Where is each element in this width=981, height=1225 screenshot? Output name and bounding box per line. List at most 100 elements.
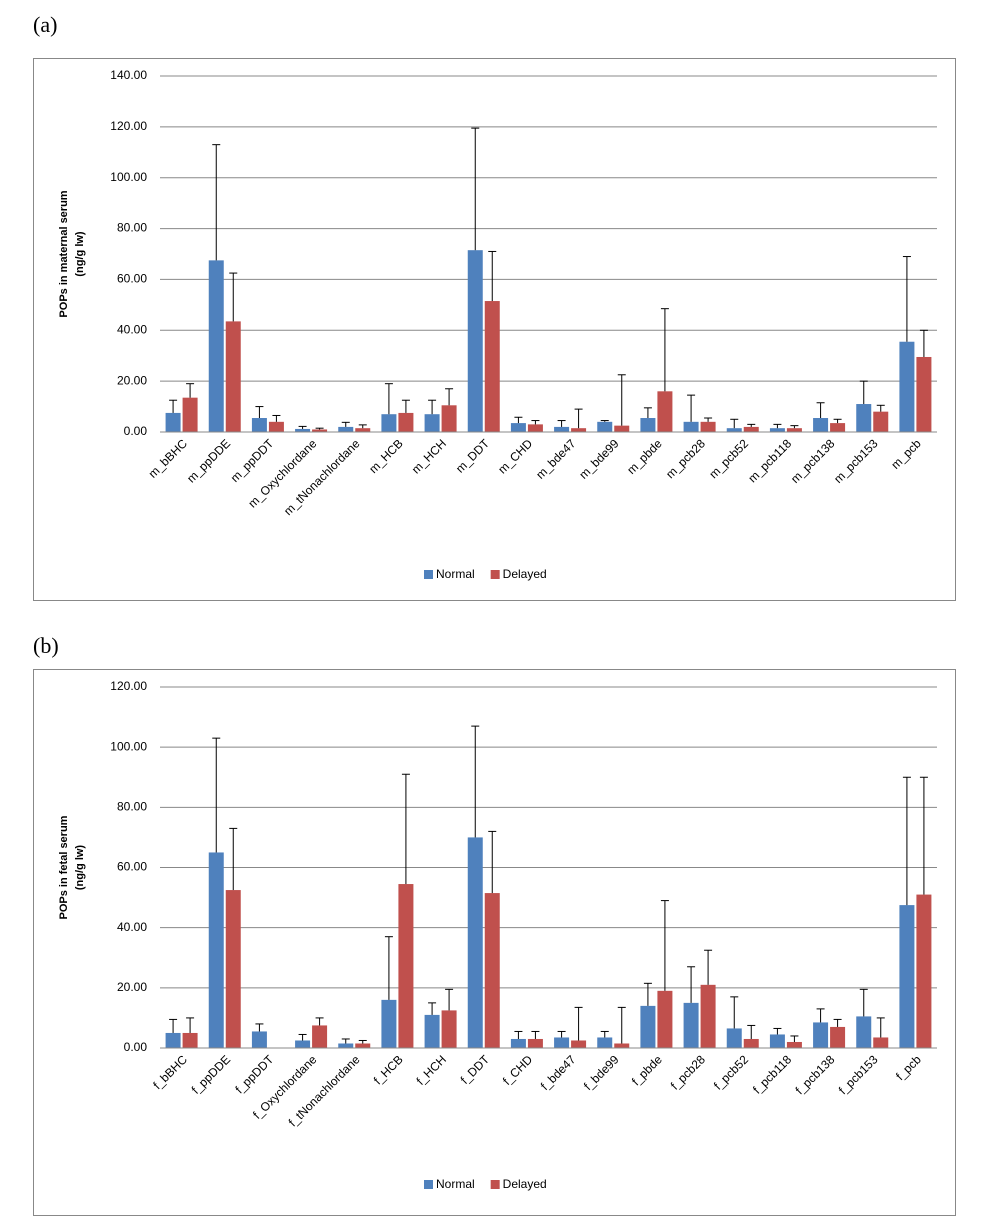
x-tick-label: m_DDT — [453, 436, 493, 476]
bar — [165, 412, 181, 432]
bar — [554, 426, 570, 432]
error-bar — [488, 250, 497, 302]
error-bar — [384, 383, 393, 415]
bar — [769, 1034, 785, 1048]
error-bar — [833, 418, 842, 424]
error-bar — [773, 1027, 782, 1035]
bar — [683, 421, 699, 432]
bar — [338, 1043, 354, 1048]
error-bar — [401, 399, 410, 413]
x-tick-label: m_pcb52 — [706, 436, 751, 481]
error-bar — [902, 776, 911, 906]
error-bar — [341, 421, 350, 427]
x-tick-label: f_DDT — [458, 1052, 493, 1087]
error-bar — [704, 949, 713, 985]
error-bar — [833, 1018, 842, 1027]
error-bar — [445, 988, 454, 1011]
bar — [554, 1037, 570, 1048]
x-tick-label: m_bde99 — [576, 436, 622, 482]
bar — [899, 341, 915, 432]
bar — [916, 356, 932, 432]
y-tick-label: 0.00 — [124, 424, 148, 438]
bar — [295, 1040, 311, 1048]
error-bar — [600, 420, 609, 422]
bar — [527, 424, 543, 432]
y-tick-label: 40.00 — [117, 920, 147, 934]
bar — [441, 405, 457, 432]
error-bar — [660, 308, 669, 392]
bar — [312, 429, 328, 432]
error-bar — [643, 407, 652, 419]
x-tick-label: m_pcb28 — [663, 436, 708, 481]
bar — [355, 1043, 371, 1048]
bar — [873, 411, 889, 432]
error-bar — [488, 830, 497, 894]
x-tick-label: m_bde47 — [533, 436, 579, 482]
error-bar — [747, 1024, 756, 1039]
bar — [424, 1014, 440, 1048]
x-tick-label: f_pcb28 — [668, 1052, 708, 1092]
panel-label: (a) — [33, 12, 57, 37]
x-tick-label: f_bde47 — [538, 1052, 579, 1093]
x-tick-label: m_pcb153 — [831, 436, 881, 486]
error-bar — [600, 1030, 609, 1038]
error-bar — [315, 1017, 324, 1026]
bar — [743, 1038, 759, 1048]
error-bar — [531, 420, 540, 425]
error-bar — [471, 127, 480, 251]
bar — [268, 421, 284, 432]
bar — [208, 852, 224, 1048]
bar — [873, 1037, 889, 1048]
bar — [251, 418, 267, 432]
x-tick-label: f_pcb153 — [836, 1052, 881, 1097]
error-bar — [428, 1002, 437, 1015]
chart-frame — [33, 58, 956, 601]
error-bar — [471, 725, 480, 838]
x-tick-label: m_bBHC — [146, 436, 191, 481]
bar — [338, 426, 354, 432]
error-bar — [229, 272, 238, 322]
bar — [916, 894, 932, 1048]
error-bar — [730, 418, 739, 429]
x-tick-label: f_HCB — [371, 1052, 406, 1087]
bar — [225, 321, 241, 432]
error-bar — [315, 427, 324, 430]
error-bar — [687, 966, 696, 1003]
bar — [527, 1038, 543, 1048]
y-tick-label: 100.00 — [110, 170, 147, 184]
bar — [182, 1032, 198, 1048]
x-tick-label: f_pcb52 — [711, 1052, 751, 1092]
bar — [640, 1005, 656, 1048]
error-bar — [341, 1038, 350, 1044]
error-bar — [445, 388, 454, 406]
error-bar — [687, 394, 696, 422]
error-bar — [229, 827, 238, 891]
y-tick-label: 100.00 — [110, 739, 147, 753]
bar — [355, 428, 371, 432]
error-bar — [617, 374, 626, 426]
bar — [726, 1028, 742, 1048]
y-tick-label: 60.00 — [117, 272, 147, 286]
x-tick-label: f_HCH — [414, 1052, 449, 1087]
bar — [813, 1022, 829, 1048]
error-bar — [773, 423, 782, 429]
error-bar — [919, 329, 928, 357]
legend-swatch — [490, 1180, 500, 1189]
x-tick-label: f_CHD — [500, 1052, 536, 1088]
error-bar — [790, 1035, 799, 1042]
y-tick-label: 80.00 — [117, 800, 147, 814]
x-tick-label: m_pbde — [624, 436, 665, 477]
y-axis-title: (ng/g lw) — [74, 231, 86, 277]
y-tick-label: 40.00 — [117, 322, 147, 336]
bar — [484, 301, 500, 432]
x-tick-label: m_HCB — [366, 436, 406, 476]
x-tick-label: f_pcb118 — [750, 1052, 794, 1096]
bar — [571, 428, 587, 432]
bar — [700, 984, 716, 1048]
bar — [813, 418, 829, 432]
bar — [510, 1038, 526, 1048]
error-bar — [790, 425, 799, 429]
legend-label: Delayed — [503, 1177, 547, 1191]
panel-label: (b) — [33, 633, 59, 658]
bar — [899, 905, 915, 1048]
